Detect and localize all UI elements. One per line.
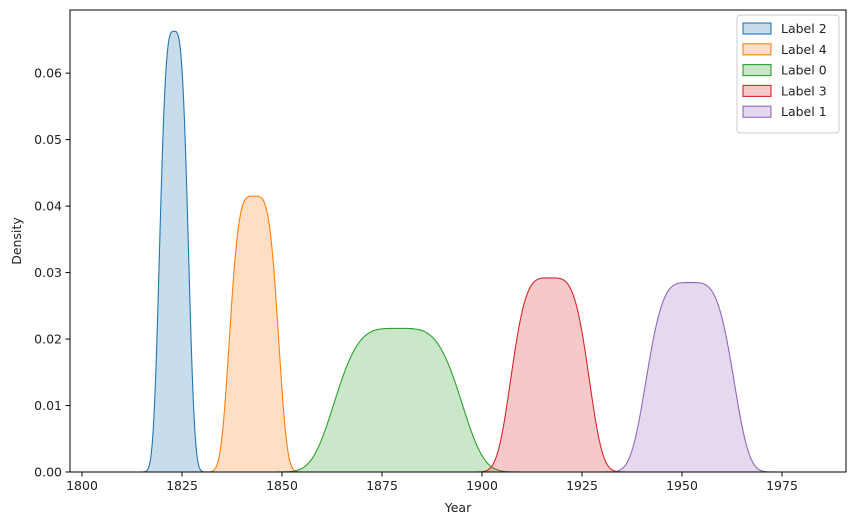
y-tick-label: 0.04 — [34, 199, 62, 214]
y-tick-label: 0.00 — [34, 465, 62, 480]
x-tick-label: 1950 — [666, 478, 698, 493]
plot-area — [116, 30, 822, 473]
legend-label-label-0: Label 0 — [781, 63, 827, 78]
y-tick-label: 0.01 — [34, 398, 62, 413]
x-tick-label: 1900 — [466, 478, 498, 493]
x-tick-label: 1975 — [766, 478, 798, 493]
density-area-label-4 — [198, 196, 336, 472]
density-area-label-1 — [562, 282, 822, 472]
legend-swatch-label-3 — [742, 84, 772, 97]
y-axis: 0.00 0.01 0.02 0.03 0.04 0.05 0.06 — [34, 66, 70, 480]
density-area-label-3 — [430, 277, 666, 472]
legend: Label 2 Label 4 Label 0 Label 3 Label 1 — [736, 14, 840, 134]
density-area-label-0 — [228, 328, 570, 472]
x-tick-label: 1800 — [66, 478, 98, 493]
legend-box — [736, 14, 840, 134]
x-tick-label: 1925 — [566, 478, 598, 493]
legend-swatch-label-4 — [742, 43, 772, 56]
y-axis-label: Density — [9, 217, 24, 265]
legend-swatch-label-1 — [742, 105, 772, 118]
y-tick-label: 0.05 — [34, 132, 62, 147]
legend-swatch-label-0 — [742, 64, 772, 77]
legend-label-label-4: Label 4 — [781, 42, 827, 57]
plot-frame — [69, 9, 847, 473]
y-tick-label: 0.06 — [34, 66, 62, 81]
x-tick-label: 1875 — [366, 478, 398, 493]
x-axis: 1800 1825 1850 1875 1900 1925 1950 1975 — [66, 472, 798, 493]
legend-label-label-1: Label 1 — [781, 104, 827, 119]
legend-swatch-label-2 — [742, 22, 772, 35]
density-area-label-2 — [116, 31, 214, 473]
legend-label-label-3: Label 3 — [781, 83, 827, 98]
x-tick-label: 1850 — [266, 478, 298, 493]
y-tick-label: 0.02 — [34, 332, 62, 347]
legend-label-label-2: Label 2 — [781, 21, 827, 36]
x-tick-label: 1825 — [166, 478, 198, 493]
y-tick-label: 0.03 — [34, 265, 62, 280]
x-axis-label: Year — [444, 500, 472, 515]
